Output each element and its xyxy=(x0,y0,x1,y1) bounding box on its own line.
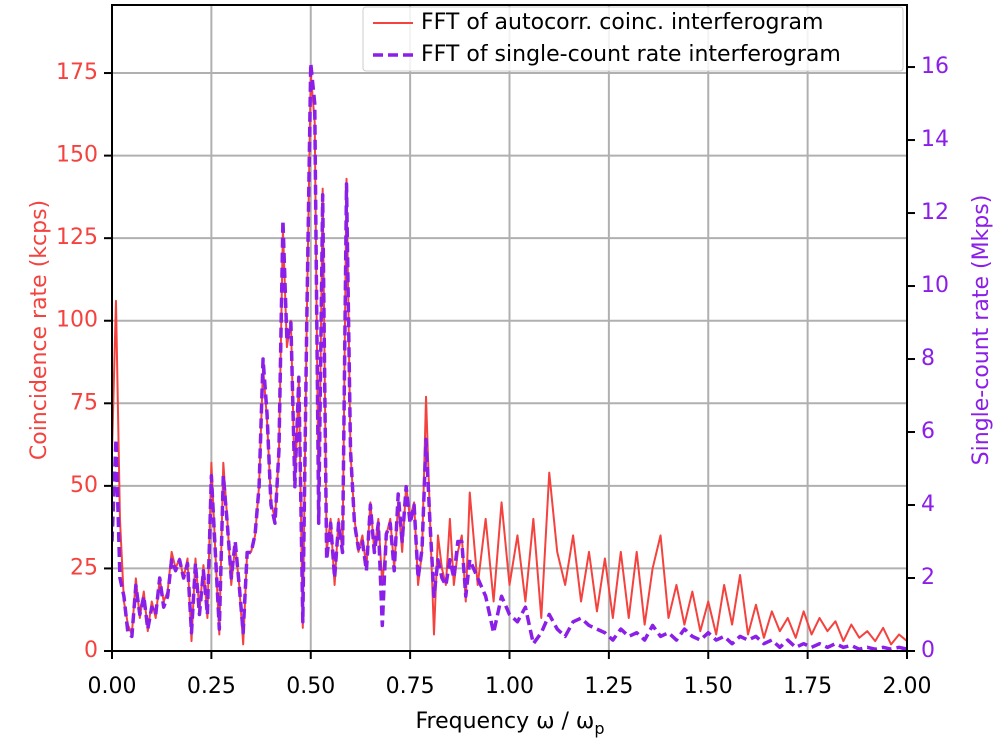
y2-tick-label: 0 xyxy=(921,638,935,663)
y-tick-label: 175 xyxy=(56,60,98,85)
y2-tick-label: 2 xyxy=(921,565,935,590)
legend-box xyxy=(362,6,904,72)
x-tick-label: 0.00 xyxy=(88,674,137,699)
y2-tick-label: 14 xyxy=(921,127,949,152)
y-tick-label: 150 xyxy=(56,143,98,168)
y2-tick-label: 8 xyxy=(921,346,935,371)
x-tick-label: 1.75 xyxy=(783,674,832,699)
y-tick-label: 0 xyxy=(84,638,98,663)
plot-frame xyxy=(111,4,908,652)
y-tick-label: 100 xyxy=(56,308,98,333)
y-tick-label: 25 xyxy=(70,555,98,580)
y2-tick-label: 16 xyxy=(921,54,949,79)
data-line xyxy=(112,61,907,651)
x-axis-label-subscript: p xyxy=(594,719,604,738)
x-tick-label: 1.00 xyxy=(485,674,534,699)
x-axis-label: Frequency ω / ωp xyxy=(415,709,604,738)
y2-tick-label: 12 xyxy=(921,200,949,225)
x-tick-label: 0.50 xyxy=(286,674,335,699)
y2-tick-label: 6 xyxy=(921,419,935,444)
y-tick-label: 50 xyxy=(70,473,98,498)
y-axis-label: Coincidence rate (kcps) xyxy=(27,200,52,460)
x-tick-label: 1.25 xyxy=(584,674,633,699)
y-tick-label: 75 xyxy=(70,390,98,415)
x-tick-label: 2.00 xyxy=(883,674,932,699)
legend-label: FFT of single-count rate interferogram xyxy=(421,42,841,67)
x-tick-label: 1.50 xyxy=(684,674,733,699)
x-axis-label-main: Frequency ω / ω xyxy=(415,709,594,734)
y2-tick-label: 10 xyxy=(921,273,949,298)
y2-tick-label: 4 xyxy=(921,492,935,517)
y-tick-label: 125 xyxy=(56,225,98,250)
legend-label: FFT of autocorr. coinc. interferogram xyxy=(421,10,823,35)
x-tick-label: 0.75 xyxy=(386,674,435,699)
y2-axis-label: Single-count rate (Mkps) xyxy=(969,195,994,466)
x-tick-label: 0.25 xyxy=(187,674,236,699)
